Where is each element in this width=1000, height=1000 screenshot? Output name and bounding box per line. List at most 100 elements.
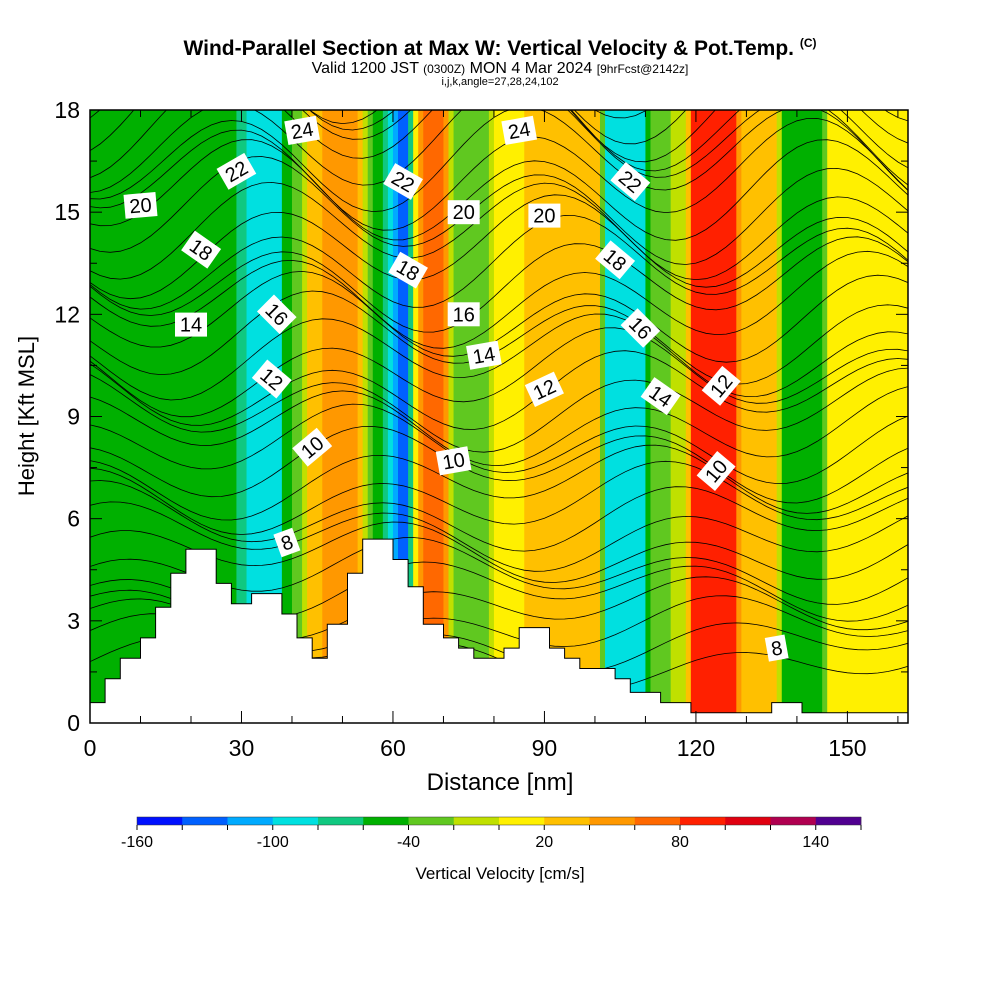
velocity-column	[539, 110, 546, 723]
velocity-column	[317, 110, 323, 723]
isentrope-line	[90, 181, 908, 281]
isentrope-line	[90, 117, 908, 231]
velocity-column	[549, 110, 556, 723]
velocity-column	[857, 110, 864, 723]
velocity-column	[655, 110, 662, 723]
velocity-column	[105, 110, 111, 723]
velocity-column	[266, 110, 273, 723]
velocity-column	[574, 110, 581, 723]
velocity-column	[377, 110, 384, 723]
contour-label-text: 14	[180, 315, 202, 337]
velocity-column	[579, 110, 586, 723]
contour-label-text: 20	[453, 202, 475, 224]
velocity-column	[135, 110, 142, 723]
velocity-column	[291, 110, 298, 723]
contour-label-box	[388, 251, 428, 289]
velocity-column	[504, 110, 510, 723]
vertical-velocity-field	[90, 110, 908, 723]
velocity-column	[473, 110, 480, 723]
contour-label-box	[175, 312, 207, 337]
y-tick-label: 12	[54, 301, 80, 327]
velocity-column	[796, 110, 803, 723]
contour-label-box	[696, 451, 736, 491]
velocity-column	[559, 110, 566, 723]
velocity-column	[357, 110, 364, 723]
terrain	[89, 538, 909, 724]
colorbar-tick-label: -160	[121, 834, 153, 851]
x-tick-label: 0	[84, 735, 97, 761]
contour-label-box	[524, 371, 564, 407]
velocity-column	[544, 110, 551, 723]
velocity-column	[130, 110, 137, 723]
velocity-column	[746, 110, 753, 723]
velocity-column	[589, 110, 596, 723]
colorbar-label: Vertical Velocity [cm/s]	[415, 864, 585, 883]
colorbar-swatch	[453, 817, 500, 825]
colorbar-tick-label: -40	[397, 834, 420, 851]
colorbar	[136, 816, 862, 826]
velocity-column	[302, 110, 308, 723]
velocity-column	[493, 110, 500, 723]
colorbar-swatch	[363, 817, 409, 825]
colorbar-swatch	[680, 817, 726, 825]
velocity-column	[150, 110, 157, 723]
velocity-column	[120, 110, 126, 723]
velocity-column	[640, 110, 647, 723]
x-tick-label: 30	[229, 735, 255, 761]
velocity-column	[882, 110, 889, 723]
velocity-column	[630, 110, 636, 723]
velocity-column	[817, 110, 823, 723]
velocity-column	[751, 110, 758, 723]
velocity-column	[791, 110, 798, 723]
isentrope-line	[90, 480, 908, 552]
colorbar-tick-label: 80	[671, 834, 689, 851]
isentrope-line	[90, 501, 908, 572]
velocity-column	[155, 110, 162, 723]
velocity-column	[145, 110, 152, 723]
isentrope-line	[90, 214, 908, 310]
isentrope-line	[90, 313, 908, 401]
velocity-column	[781, 110, 788, 723]
contour-label-box	[383, 163, 423, 200]
velocity-column	[635, 110, 641, 723]
velocity-column	[650, 110, 657, 723]
velocity-column	[524, 110, 530, 723]
contour-label-box	[528, 203, 561, 228]
velocity-column	[827, 110, 833, 723]
velocity-column	[221, 110, 227, 723]
chart-title-text: Wind-Parallel Section at Max W: Vertical…	[183, 37, 794, 60]
velocity-column	[246, 110, 253, 723]
valid-utc: (0300Z)	[423, 62, 466, 76]
x-axis-label: Distance [nm]	[427, 769, 574, 796]
contour-label-box	[701, 365, 741, 406]
velocity-column	[872, 110, 879, 723]
contour-label-box	[123, 192, 158, 219]
velocity-column	[231, 110, 238, 723]
y-tick-label: 0	[67, 710, 80, 736]
velocity-column	[211, 110, 217, 723]
copyright-mark: (C)	[799, 36, 817, 50]
velocity-column	[115, 110, 121, 723]
velocity-column	[665, 110, 672, 723]
isentrope-line	[90, 444, 908, 521]
velocity-column	[448, 110, 455, 723]
velocity-column	[458, 110, 465, 723]
velocity-column	[685, 110, 692, 723]
velocity-column	[887, 110, 894, 723]
velocity-column	[241, 110, 248, 723]
contour-label-box	[764, 634, 789, 662]
contour-label: 8	[273, 527, 301, 558]
contour-label-box	[620, 308, 661, 348]
y-axis-label: Height [Kft MSL]	[14, 336, 39, 496]
velocity-column	[534, 110, 540, 723]
contour-label: 18	[595, 240, 636, 280]
isentrope-line	[90, 194, 908, 300]
colorbar-swatch	[499, 817, 545, 825]
velocity-column	[196, 110, 202, 723]
contour-label: 20	[123, 192, 158, 219]
contour-label-text: 24	[507, 119, 533, 145]
velocity-column	[438, 110, 445, 723]
velocity-column	[468, 110, 475, 723]
colorbar-swatch	[815, 817, 862, 825]
velocity-column	[852, 110, 859, 723]
